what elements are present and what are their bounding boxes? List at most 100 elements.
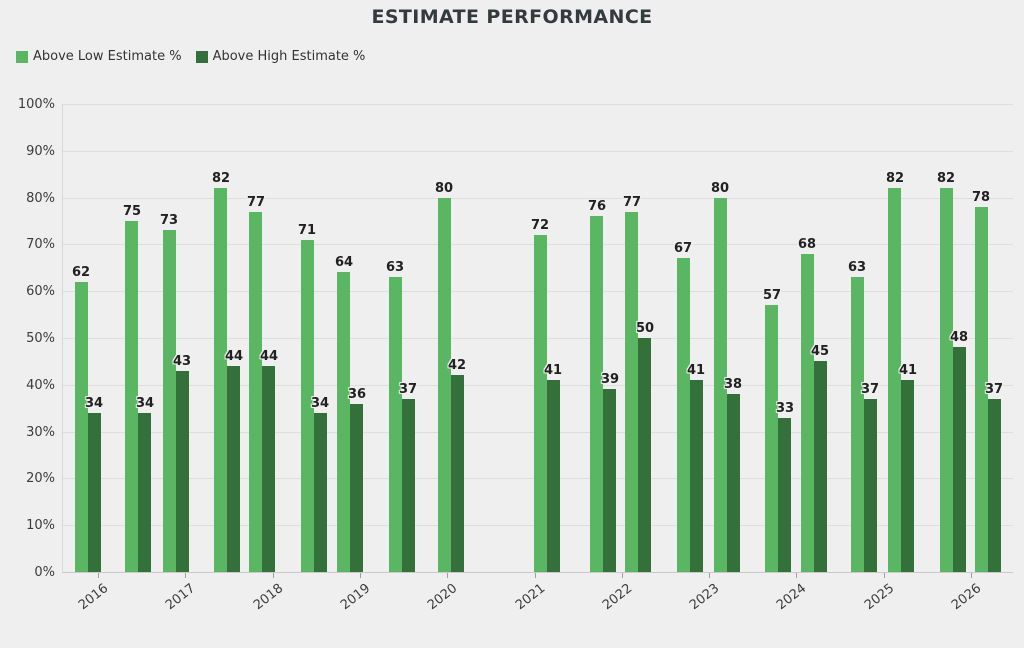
bar-value-label-low-11: 77 bbox=[622, 195, 642, 210]
x-axis-label-2017: 2017 bbox=[162, 581, 199, 614]
bar-value-label-high-18: 48 bbox=[949, 330, 969, 345]
bar-above-low-estimate-9[interactable] bbox=[534, 235, 547, 572]
x-axis-tick-2018 bbox=[273, 573, 274, 578]
bar-above-low-estimate-14[interactable] bbox=[765, 305, 778, 572]
y-axis-line bbox=[62, 104, 63, 572]
bar-value-label-low-12: 67 bbox=[673, 241, 693, 256]
bar-above-high-estimate-8[interactable] bbox=[451, 375, 464, 572]
legend-label-above-high: Above High Estimate % bbox=[212, 49, 366, 64]
y-axis-label-100: 100% bbox=[17, 97, 55, 112]
bar-above-high-estimate-19[interactable] bbox=[988, 399, 1001, 572]
bar-value-label-high-13: 38 bbox=[723, 377, 743, 392]
y-axis-label-90: 90% bbox=[26, 144, 55, 159]
bar-above-high-estimate-15[interactable] bbox=[814, 361, 827, 572]
bar-above-low-estimate-7[interactable] bbox=[389, 277, 402, 572]
bar-value-label-low-1: 75 bbox=[122, 204, 142, 219]
bar-above-low-estimate-18[interactable] bbox=[940, 188, 953, 572]
bar-value-label-low-9: 72 bbox=[530, 218, 550, 233]
legend-swatch-above-low-icon bbox=[16, 50, 28, 63]
x-axis-tick-2026 bbox=[971, 573, 972, 578]
bar-above-high-estimate-18[interactable] bbox=[953, 347, 966, 572]
bar-value-label-high-11: 50 bbox=[635, 321, 655, 336]
x-axis-tick-2016 bbox=[98, 573, 99, 578]
bar-value-label-low-5: 71 bbox=[297, 223, 317, 238]
bar-value-label-high-9: 41 bbox=[543, 363, 563, 378]
bar-above-high-estimate-10[interactable] bbox=[603, 389, 616, 572]
bar-value-label-low-6: 64 bbox=[334, 255, 354, 270]
bar-above-high-estimate-17[interactable] bbox=[901, 380, 914, 572]
x-axis-label-2018: 2018 bbox=[250, 581, 287, 614]
chart-legend: Above Low Estimate % Above High Estimate… bbox=[16, 49, 365, 64]
bar-above-low-estimate-12[interactable] bbox=[677, 258, 690, 572]
bar-above-high-estimate-12[interactable] bbox=[690, 380, 703, 572]
gridline-0 bbox=[62, 572, 1013, 573]
bar-above-low-estimate-3[interactable] bbox=[214, 188, 227, 572]
x-axis-tick-2020 bbox=[447, 573, 448, 578]
bar-value-label-low-0: 62 bbox=[71, 265, 91, 280]
bar-above-low-estimate-13[interactable] bbox=[714, 198, 727, 572]
legend-item-above-high-estimate[interactable]: Above High Estimate % bbox=[195, 49, 366, 64]
bar-value-label-low-18: 82 bbox=[936, 171, 956, 186]
bar-above-low-estimate-11[interactable] bbox=[625, 212, 638, 572]
bar-above-high-estimate-1[interactable] bbox=[138, 413, 151, 572]
y-axis-label-80: 80% bbox=[26, 191, 55, 206]
bar-above-high-estimate-3[interactable] bbox=[227, 366, 240, 572]
bar-above-high-estimate-0[interactable] bbox=[88, 413, 101, 572]
bar-above-low-estimate-0[interactable] bbox=[75, 282, 88, 572]
bar-value-label-low-10: 76 bbox=[587, 199, 607, 214]
bar-above-low-estimate-2[interactable] bbox=[163, 230, 176, 572]
x-axis-tick-2024 bbox=[796, 573, 797, 578]
bar-value-label-low-14: 57 bbox=[762, 288, 782, 303]
bar-value-label-high-15: 45 bbox=[810, 344, 830, 359]
bar-above-low-estimate-1[interactable] bbox=[125, 221, 138, 572]
bar-above-low-estimate-15[interactable] bbox=[801, 254, 814, 572]
y-axis-label-10: 10% bbox=[26, 518, 55, 533]
bar-value-label-high-0: 34 bbox=[84, 396, 104, 411]
y-axis-label-0: 0% bbox=[34, 565, 55, 580]
bar-value-label-low-8: 80 bbox=[434, 181, 454, 196]
bar-value-label-low-15: 68 bbox=[797, 237, 817, 252]
bar-value-label-high-17: 41 bbox=[898, 363, 918, 378]
bar-value-label-high-6: 36 bbox=[347, 387, 367, 402]
bar-above-low-estimate-16[interactable] bbox=[851, 277, 864, 572]
bar-above-high-estimate-14[interactable] bbox=[778, 418, 791, 572]
bar-value-label-low-19: 78 bbox=[971, 190, 991, 205]
x-axis-tick-2022 bbox=[622, 573, 623, 578]
bar-above-high-estimate-11[interactable] bbox=[638, 338, 651, 572]
x-axis-tick-2023 bbox=[709, 573, 710, 578]
bar-value-label-high-5: 34 bbox=[310, 396, 330, 411]
bar-value-label-high-8: 42 bbox=[447, 358, 467, 373]
y-axis-label-70: 70% bbox=[26, 237, 55, 252]
gridline-90 bbox=[62, 151, 1013, 152]
bar-above-low-estimate-17[interactable] bbox=[888, 188, 901, 572]
bar-above-low-estimate-19[interactable] bbox=[975, 207, 988, 572]
x-axis-tick-2025 bbox=[884, 573, 885, 578]
bar-above-low-estimate-10[interactable] bbox=[590, 216, 603, 572]
bar-above-high-estimate-16[interactable] bbox=[864, 399, 877, 572]
bar-value-label-high-14: 33 bbox=[775, 401, 795, 416]
bar-above-high-estimate-4[interactable] bbox=[262, 366, 275, 572]
y-axis-label-50: 50% bbox=[26, 331, 55, 346]
x-axis-label-2023: 2023 bbox=[686, 581, 723, 614]
legend-label-above-low: Above Low Estimate % bbox=[33, 49, 182, 64]
bar-above-low-estimate-4[interactable] bbox=[249, 212, 262, 572]
x-axis-label-2016: 2016 bbox=[75, 581, 112, 614]
bar-above-high-estimate-2[interactable] bbox=[176, 371, 189, 572]
bar-above-high-estimate-6[interactable] bbox=[350, 404, 363, 572]
bar-above-low-estimate-8[interactable] bbox=[438, 198, 451, 572]
legend-item-above-low-estimate[interactable]: Above Low Estimate % bbox=[16, 49, 182, 64]
bar-above-high-estimate-7[interactable] bbox=[402, 399, 415, 572]
bar-above-low-estimate-5[interactable] bbox=[301, 240, 314, 572]
x-axis-label-2021: 2021 bbox=[512, 581, 549, 614]
bar-above-high-estimate-5[interactable] bbox=[314, 413, 327, 572]
x-axis-label-2020: 2020 bbox=[424, 581, 461, 614]
chart-title: ESTIMATE PERFORMANCE bbox=[371, 6, 653, 28]
bar-value-label-high-3: 44 bbox=[224, 349, 244, 364]
x-axis-tick-2017 bbox=[185, 573, 186, 578]
bar-above-high-estimate-9[interactable] bbox=[547, 380, 560, 572]
y-axis-label-20: 20% bbox=[26, 471, 55, 486]
bar-above-low-estimate-6[interactable] bbox=[337, 272, 350, 572]
bar-above-high-estimate-13[interactable] bbox=[727, 394, 740, 572]
x-axis-tick-2021 bbox=[535, 573, 536, 578]
bar-value-label-high-4: 44 bbox=[259, 349, 279, 364]
